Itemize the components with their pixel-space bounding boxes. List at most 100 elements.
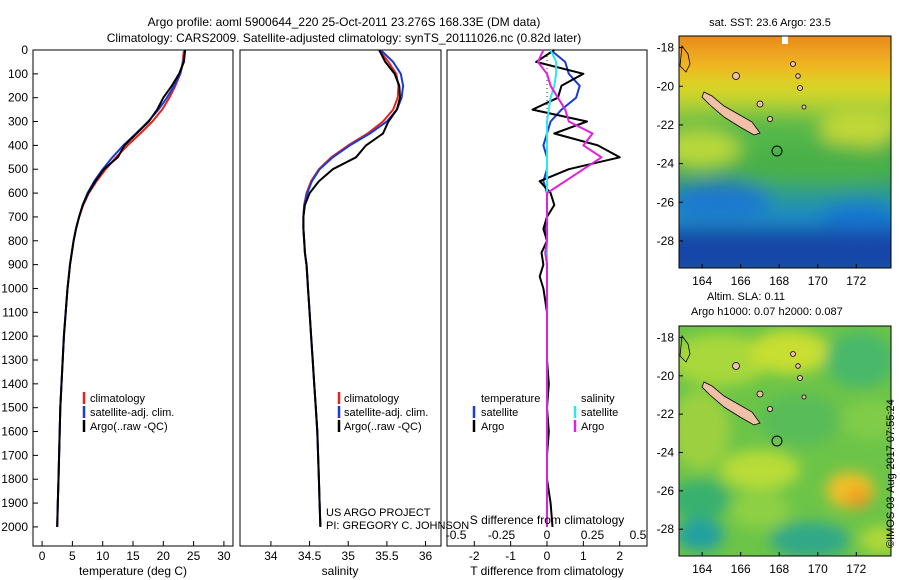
map-y-tick-label: -18 (657, 41, 675, 55)
depth-tick-label: 300 (8, 115, 28, 129)
map-y-tick-label: -20 (657, 369, 675, 383)
map-x-tick-label: 170 (808, 562, 828, 576)
depth-tick-label: 900 (8, 258, 28, 272)
legend-label-t-argo: Argo (481, 421, 504, 433)
depth-tick-label: 700 (8, 210, 28, 224)
x-tick-label: 2 (616, 549, 623, 563)
new-caledonia-landmass (701, 91, 761, 136)
argo-position-marker (771, 435, 783, 447)
sla-map-title-2: Argo h1000: 0.07 h2000: 0.087 (691, 306, 843, 318)
map-y-tick-label: -28 (657, 522, 675, 536)
map-x-tick-label: 168 (769, 274, 789, 288)
depth-tick-label: 1900 (1, 496, 28, 510)
map-y-tick-label: -18 (657, 331, 675, 345)
depth-tick-label: 400 (8, 138, 28, 152)
depth-tick-label: 1500 (1, 401, 28, 415)
temperature-legend: climatology satellite-adj. clim. Argo(..… (82, 392, 174, 433)
temperature-x-axis: 0 5 10 15 20 25 30 (39, 541, 231, 563)
difference-legend: temperature satellite Argo salinity sate… (472, 393, 618, 433)
s-difference-label: S difference from climatology (470, 513, 625, 527)
s-tick-label: 0.5 (630, 528, 647, 542)
x-tick-label: 34 (264, 549, 278, 563)
depth-tick-label: 100 (8, 67, 28, 81)
depth-tick-label: 1000 (1, 281, 28, 295)
map-y-tick-label: -22 (657, 407, 675, 421)
legend-title-salinity: salinity (581, 393, 615, 405)
map-y-tick-label: -20 (657, 79, 675, 93)
series-line-argo-raw-qc- (302, 49, 401, 527)
depth-tick-label: 1400 (1, 377, 28, 391)
series-line-salinity-argo (536, 49, 603, 527)
series-line-temperature-argo (531, 49, 621, 527)
legend-label-s-argo: Argo (581, 421, 604, 433)
s-tick-label: -0.5 (446, 528, 467, 542)
map-y-tick-label: -24 (657, 446, 675, 460)
legend-label-satellite: satellite-adj. clim. (344, 407, 428, 419)
s-tick-label: 0 (544, 528, 551, 542)
temperature-plot-frame (32, 49, 234, 547)
s-tick-label: 0.25 (581, 528, 605, 542)
salinity-x-axis: 34 34.5 35 35.5 36 (264, 541, 433, 563)
x-tick-label: 25 (187, 549, 201, 563)
map-y-tick-label: -22 (657, 118, 675, 132)
header-title-1: Argo profile: aoml 5900644_220 25-Oct-20… (148, 15, 541, 29)
depth-tick-label: 1100 (2, 305, 28, 319)
depth-tick-label: 1600 (1, 425, 28, 439)
x-tick-label: 5 (69, 549, 76, 563)
x-tick-label: 20 (157, 549, 171, 563)
sst-map-title: sat. SST: 23.6 Argo: 23.5 (709, 17, 831, 29)
temperature-x-label: temperature (deg C) (79, 564, 187, 578)
project-credit: US ARGO PROJECT (326, 507, 431, 519)
map-y-tick-label: -26 (657, 195, 675, 209)
depth-axis: 0 100 200 300 400 500 600 700 800 900 1000 1100 1200… (1, 43, 38, 534)
depth-tick-label: 2000 (1, 520, 28, 534)
x-tick-label: -2 (469, 549, 480, 563)
sla-map-axes: 164 166 168 170 172 -18 -20 -22 -24 -26 -28 (657, 331, 867, 577)
legend-label-climatology: climatology (344, 393, 400, 405)
legend-label-climatology: climatology (90, 393, 146, 405)
imos-credit: ©IMOS 03-Aug-2017 07:55:24 (885, 399, 897, 548)
x-tick-label: 0 (39, 549, 46, 563)
temperature-series (56, 49, 187, 527)
legend-label-argo: Argo(..raw -QC) (90, 421, 168, 433)
x-tick-label: 35.5 (375, 549, 399, 563)
map-x-tick-label: 166 (731, 274, 751, 288)
series-line-argo-raw-qc- (56, 49, 187, 527)
map-y-tick-label: -26 (657, 484, 675, 498)
map-x-tick-label: 172 (846, 274, 866, 288)
depth-tick-label: 600 (8, 186, 28, 200)
salinity-plot-frame (239, 49, 442, 547)
depth-tick-label: 200 (8, 91, 28, 105)
map-x-tick-label: 164 (692, 562, 712, 576)
difference-x-axis: -2 -1 0 1 2 -0.5 -0.25 0 0.25 0.5 (446, 528, 647, 563)
legend-label-t-satellite: satellite (481, 407, 518, 419)
depth-tick-label: 1800 (1, 472, 28, 486)
difference-series (531, 49, 621, 527)
x-tick-label: 1 (580, 549, 587, 563)
argo-position-marker (771, 145, 783, 157)
map-x-tick-label: 164 (692, 274, 712, 288)
legend-label-s-satellite: satellite (581, 407, 618, 419)
salinity-x-label: salinity (322, 564, 359, 578)
series-line-climatology (56, 49, 185, 527)
map-y-tick-label: -24 (657, 157, 675, 171)
sla-map-frame (678, 325, 892, 557)
difference-panel: -2 -1 0 1 2 -0.5 -0.25 0 0.25 0.5 S difference fr… (446, 49, 648, 578)
salinity-legend: climatology satellite-adj. clim. Argo(..… (337, 392, 428, 433)
map-x-tick-label: 166 (731, 562, 751, 576)
series-line-satellite-adj-clim- (56, 49, 187, 527)
map-x-tick-label: 172 (846, 562, 866, 576)
x-tick-label: 15 (126, 549, 140, 563)
x-tick-label: 10 (96, 549, 110, 563)
map-x-tick-label: 168 (769, 562, 789, 576)
legend-title-temperature: temperature (481, 393, 540, 405)
x-tick-label: -1 (505, 549, 516, 563)
legend-label-argo: Argo(..raw -QC) (344, 421, 422, 433)
depth-tick-label: 1300 (1, 353, 28, 367)
header-title-2: Climatology: CARS2009. Satellite-adjuste… (107, 31, 581, 45)
x-tick-label: 34.5 (298, 549, 322, 563)
series-line-temperature-satellite (542, 49, 581, 527)
temperature-panel: 0 5 10 15 20 25 30 temperature (deg C) climato… (32, 49, 234, 578)
depth-tick-label: 0 (21, 43, 28, 57)
